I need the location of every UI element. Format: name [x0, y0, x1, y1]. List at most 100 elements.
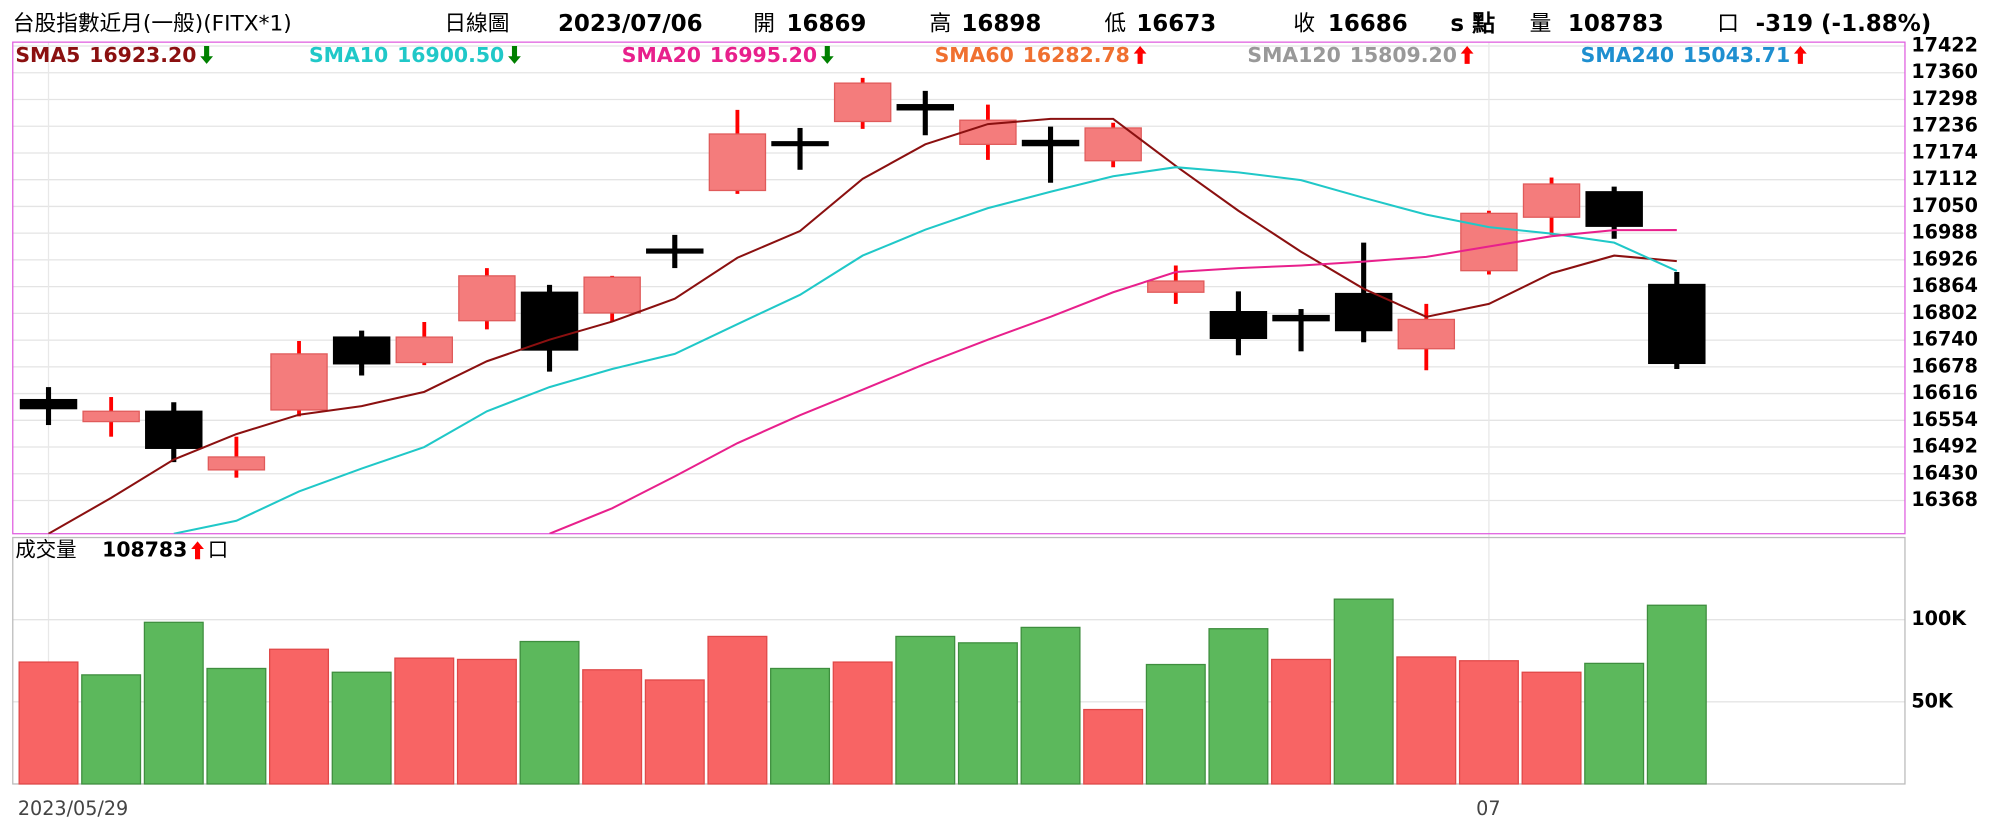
candle-body: [395, 336, 454, 364]
y-tick-label: 16616: [1911, 381, 1978, 404]
candle-body: [207, 456, 266, 471]
high-label: 高: [930, 11, 952, 36]
volume-bar: [269, 648, 330, 785]
low-value: 16673: [1136, 11, 1216, 37]
volume-bar: [707, 635, 768, 785]
y-tick-label: 16554: [1911, 408, 1978, 431]
y-tick-label: 16802: [1911, 301, 1978, 324]
legend-value: 16900.50: [397, 43, 504, 67]
candle-body: [458, 275, 516, 322]
volume-bar: [394, 657, 455, 785]
y-tick-label: 17360: [1911, 60, 1978, 83]
candle-body: [1147, 280, 1205, 293]
y-tick-label: 16988: [1911, 221, 1978, 244]
volume-bar: [1333, 598, 1394, 785]
volume-bar: [18, 661, 79, 785]
change: -319 (-1.88%): [1756, 11, 1932, 37]
legend-value: 15043.71: [1683, 43, 1790, 67]
legend-value: 16995.20: [710, 43, 817, 67]
candle-body: [19, 398, 78, 410]
y-tick-label: 16864: [1911, 274, 1978, 297]
candle-body: [1522, 183, 1581, 218]
y-tick-label: 17174: [1911, 140, 1978, 163]
y-tick-label: 16368: [1911, 488, 1978, 511]
chart-kind: 日線圖: [444, 11, 509, 36]
volume-bar: [456, 658, 517, 785]
x-tick-label: 2023/05/29: [18, 797, 128, 820]
y-tick-label: 17050: [1911, 194, 1978, 217]
legend-name: SMA120: [1247, 43, 1340, 67]
y-tick-label: 17422: [1911, 34, 1978, 57]
volume-bar: [331, 671, 392, 785]
volume-bar: [1145, 663, 1206, 785]
volume-value: 108783: [1568, 11, 1664, 37]
y-tick-label: 50K: [1911, 689, 1954, 712]
y-tick-label: 16926: [1911, 247, 1978, 270]
volume-bar: [895, 635, 956, 785]
candle-body: [82, 410, 140, 423]
trend-arrow: [1793, 45, 1807, 64]
volume-bar: [519, 640, 580, 785]
candle-body: [1209, 311, 1268, 340]
candle-body: [1021, 139, 1080, 147]
candle-body: [708, 133, 767, 192]
high-value: 16898: [961, 11, 1041, 37]
volume-bar: [1083, 708, 1144, 785]
candle-body: [583, 276, 641, 314]
y-tick-label: 100K: [1911, 607, 1967, 630]
close-value: 16686: [1328, 11, 1408, 37]
legend-name: SMA10: [309, 43, 388, 67]
volume-bar: [1271, 658, 1332, 785]
volume-bar: [1584, 662, 1645, 785]
open-value: 16869: [787, 11, 867, 37]
volume-bar: [1458, 660, 1519, 785]
candle-body: [270, 353, 328, 411]
instrument: 台股指數近月(一般)(FITX*1): [13, 11, 292, 36]
candle-body: [1648, 283, 1706, 365]
volume-bar: [582, 669, 643, 785]
ma-lines: [48, 117, 1678, 534]
candle-body: [520, 291, 579, 351]
candle-body: [833, 82, 892, 123]
price-frame: [12, 41, 1906, 535]
trend-arrow: [508, 45, 521, 64]
close-label: 收: [1293, 11, 1315, 36]
candle-body: [145, 410, 203, 449]
legend-name: SMA60: [935, 43, 1014, 67]
volume-bar: [1396, 656, 1457, 785]
volume-last: 108783: [102, 537, 187, 561]
ma-line: [173, 166, 1678, 534]
open-label: 開: [753, 11, 775, 36]
date: 2023/07/06: [558, 11, 703, 37]
legend-value: 15809.20: [1350, 43, 1457, 67]
candle-body: [332, 336, 391, 365]
trend-arrow: [1460, 45, 1474, 64]
candle-body: [1585, 191, 1643, 227]
candle-body: [1334, 292, 1393, 332]
trend-arrow: [200, 45, 214, 64]
volume-unit: 口: [208, 537, 228, 561]
y-tick-label: 17112: [1911, 167, 1978, 190]
low-label: 低: [1104, 11, 1126, 36]
volume-bar: [1646, 604, 1707, 785]
candle-body: [646, 248, 704, 254]
candle-body: [1460, 212, 1518, 272]
marks: [18, 77, 1707, 785]
y-tick-label: 16678: [1911, 354, 1978, 377]
legend-value: 16923.20: [89, 43, 196, 67]
volume-bar: [1208, 628, 1269, 785]
ma-line: [48, 117, 1677, 534]
volume-bar: [1020, 626, 1081, 785]
volume-bar: [206, 667, 267, 785]
volume-bar: [832, 661, 893, 785]
volume-label: 量: [1530, 11, 1552, 36]
y-tick-label: 16740: [1911, 328, 1978, 351]
trend-arrow: [191, 541, 204, 560]
volume-bar: [81, 674, 142, 785]
volume-unit: 口: [1717, 11, 1739, 36]
y-tick-label: 16430: [1911, 461, 1978, 484]
ma-line: [549, 229, 1677, 534]
unit-label: s 點: [1450, 11, 1495, 37]
legend-name: SMA5: [15, 43, 80, 67]
labels: 台股指數近月(一般)(FITX*1) 日線圖 2023/07/06 開 1686…: [13, 11, 1978, 820]
